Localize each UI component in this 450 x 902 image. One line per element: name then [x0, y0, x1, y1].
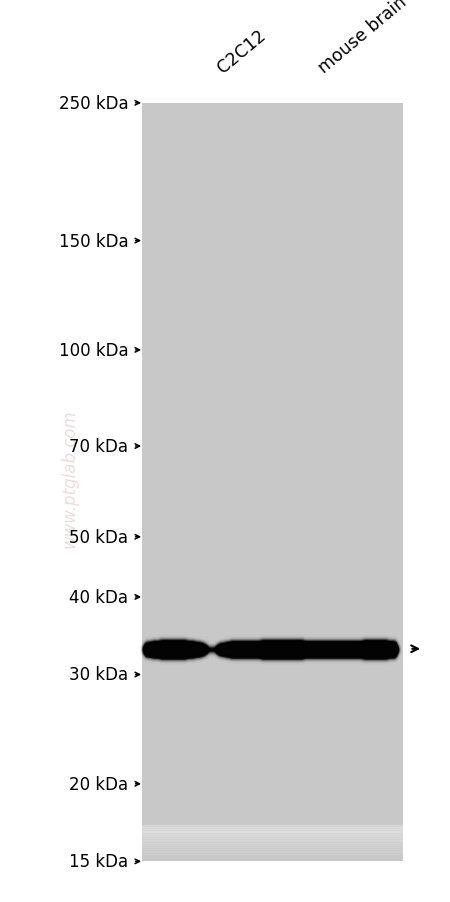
Bar: [142, 858, 403, 860]
Bar: [142, 836, 403, 838]
Bar: [142, 831, 403, 833]
Text: 40 kDa: 40 kDa: [69, 588, 128, 606]
Bar: [142, 104, 403, 861]
Text: mouse brain: mouse brain: [315, 0, 410, 77]
Text: C2C12: C2C12: [214, 26, 269, 77]
Text: 30 kDa: 30 kDa: [69, 666, 128, 684]
Text: 150 kDa: 150 kDa: [58, 233, 128, 250]
Bar: [142, 827, 403, 829]
Bar: [142, 840, 403, 842]
Bar: [142, 849, 403, 851]
Text: 50 kDa: 50 kDa: [69, 529, 128, 546]
Text: 100 kDa: 100 kDa: [58, 342, 128, 360]
Text: 250 kDa: 250 kDa: [58, 95, 128, 113]
Text: 20 kDa: 20 kDa: [69, 775, 128, 793]
Bar: [142, 860, 403, 861]
Bar: [142, 847, 403, 849]
Bar: [142, 825, 403, 827]
Bar: [142, 842, 403, 843]
Bar: [142, 829, 403, 831]
Bar: [142, 851, 403, 852]
Text: 70 kDa: 70 kDa: [69, 437, 128, 456]
Bar: [142, 833, 403, 834]
Bar: [142, 856, 403, 858]
Bar: [142, 843, 403, 845]
Bar: [142, 834, 403, 836]
Bar: [142, 845, 403, 847]
Bar: [142, 852, 403, 854]
Bar: [142, 854, 403, 856]
Text: www.ptglab.com: www.ptglab.com: [61, 409, 79, 548]
Text: 15 kDa: 15 kDa: [69, 852, 128, 870]
Bar: [142, 838, 403, 840]
